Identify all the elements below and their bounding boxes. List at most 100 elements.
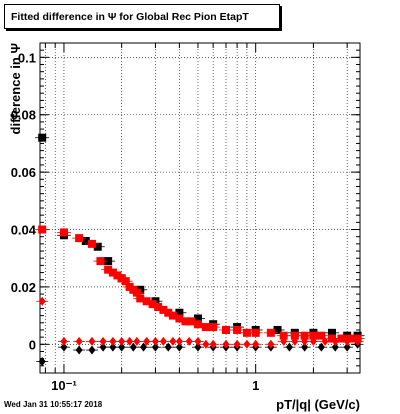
data-point <box>99 342 107 352</box>
data-point <box>38 357 46 367</box>
data-point <box>354 336 362 346</box>
data-point <box>59 228 68 237</box>
grid <box>40 43 360 373</box>
data-point <box>96 257 105 266</box>
data-point <box>266 328 275 337</box>
y-tick-label: 0 <box>29 337 36 352</box>
data-point <box>194 336 202 346</box>
data-point <box>88 336 96 346</box>
data-point <box>75 345 83 355</box>
data-point <box>175 314 184 323</box>
y-axis-label: difference in Ψ <box>8 43 23 134</box>
data-point <box>99 336 107 346</box>
data-point <box>154 303 163 311</box>
data-point <box>280 336 288 346</box>
data-point <box>126 336 134 346</box>
data-point <box>327 328 336 337</box>
data-point <box>88 345 96 355</box>
data-point <box>233 339 241 349</box>
data-point <box>321 336 329 346</box>
data-point <box>117 274 126 283</box>
data-point <box>175 336 183 346</box>
data-point <box>142 297 151 306</box>
data-marks <box>35 133 365 367</box>
data-point <box>175 342 183 352</box>
tick-labels: 0 0.02 0.04 0.06 0.08 0.1 10⁻¹ 1 <box>11 50 260 393</box>
data-point <box>301 342 309 352</box>
data-point <box>38 133 47 142</box>
data-point <box>87 239 96 248</box>
data-point <box>75 234 84 243</box>
data-point <box>194 342 202 352</box>
data-point <box>221 325 230 334</box>
data-point <box>201 323 210 332</box>
data-point <box>343 342 351 352</box>
data-point <box>38 225 47 234</box>
data-point <box>143 336 151 346</box>
x-tick-label: 1 <box>252 378 259 393</box>
data-point <box>273 325 282 334</box>
data-point <box>38 296 46 306</box>
data-point <box>164 308 173 317</box>
data-point <box>81 237 90 245</box>
x-axis-label: pT/|q| (GeV/c) <box>276 397 360 412</box>
data-point <box>300 331 309 340</box>
data-point <box>151 342 159 352</box>
data-point <box>343 336 351 346</box>
x-tick-label: 10⁻¹ <box>51 378 77 393</box>
data-point <box>175 308 184 317</box>
data-point <box>118 336 126 346</box>
y-tick-label: 0.06 <box>11 165 36 180</box>
data-point <box>193 314 202 323</box>
data-point <box>267 339 275 349</box>
data-point <box>159 305 168 314</box>
data-point <box>104 265 113 274</box>
data-point <box>151 336 159 346</box>
data-point <box>60 342 68 352</box>
data-point <box>118 342 126 352</box>
data-point <box>60 336 68 346</box>
data-point <box>148 300 157 309</box>
data-point <box>309 336 317 346</box>
y-tick-label: 0.02 <box>11 280 36 295</box>
data-point <box>345 334 354 343</box>
data-point <box>129 342 137 352</box>
data-point <box>121 277 130 286</box>
data-point <box>187 317 196 326</box>
y-tick-label: 0.04 <box>11 223 37 238</box>
data-point <box>309 331 318 340</box>
data-point <box>279 331 288 340</box>
data-point <box>301 336 309 346</box>
data-point <box>168 311 177 320</box>
data-point <box>243 339 251 349</box>
data-point <box>140 342 148 352</box>
data-point <box>159 336 167 346</box>
data-point <box>109 342 117 352</box>
data-point <box>252 339 260 349</box>
y-tick-label: 0.08 <box>11 108 36 123</box>
chart-title: Fitted difference in Ψ for Global Rec Pi… <box>4 4 280 29</box>
series-0 <box>35 133 365 340</box>
data-point <box>290 331 299 340</box>
timestamp-footer: Wed Jan 31 10:55:17 2018 <box>4 400 103 409</box>
data-point <box>331 342 339 352</box>
data-point <box>164 342 172 352</box>
data-point <box>291 336 299 346</box>
data-point <box>251 328 260 337</box>
data-point <box>109 336 117 346</box>
data-point <box>169 336 177 346</box>
data-point <box>233 325 242 334</box>
data-point <box>193 320 202 329</box>
y-tick-label: 0.1 <box>18 50 36 65</box>
data-point <box>108 268 117 277</box>
data-point <box>185 336 193 346</box>
data-point <box>209 339 217 349</box>
data-point <box>327 334 336 343</box>
series-3 <box>36 296 364 349</box>
data-point <box>317 331 326 340</box>
data-point <box>113 271 122 280</box>
data-point <box>222 339 230 349</box>
data-point <box>75 336 83 346</box>
data-point <box>285 342 293 352</box>
